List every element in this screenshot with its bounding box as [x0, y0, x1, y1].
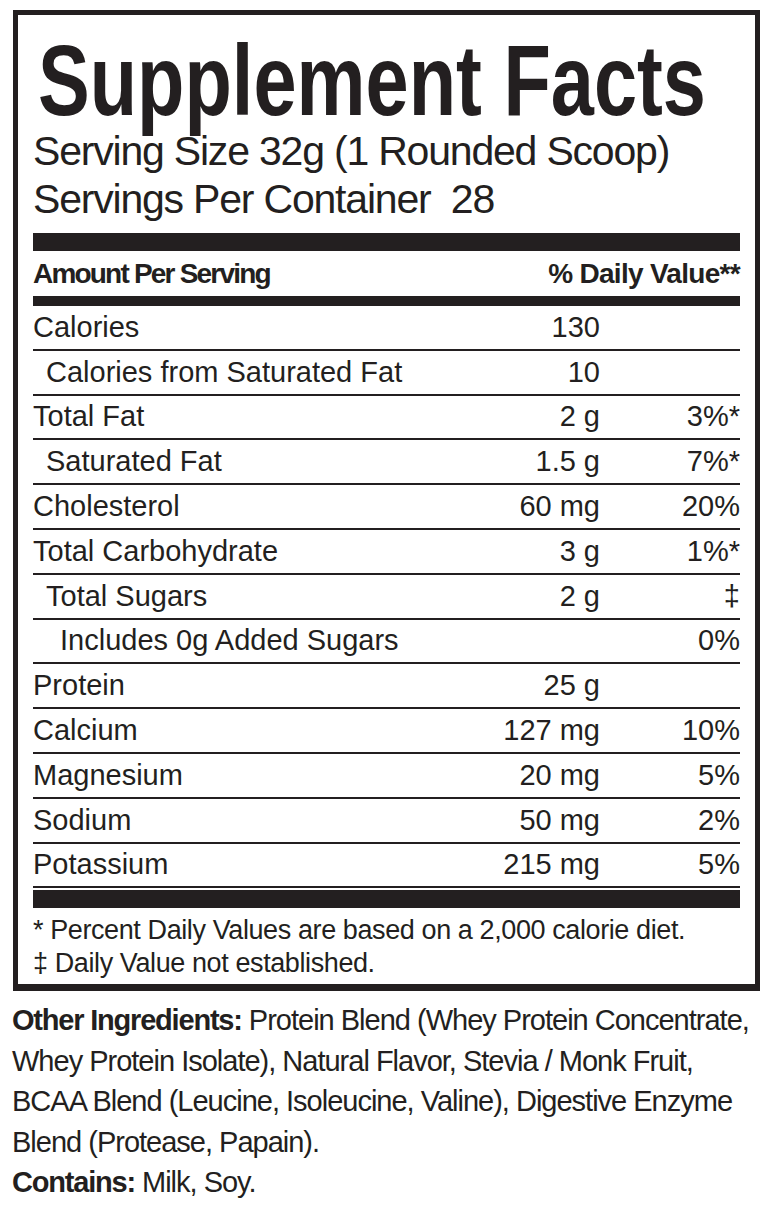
nutrient-label: Calcium	[33, 714, 138, 747]
nutrient-amount: 3 g	[560, 535, 600, 568]
footnote-daily-values: * Percent Daily Values are based on a 2,…	[33, 914, 740, 947]
nutrient-label: Magnesium	[33, 759, 183, 792]
nutrient-daily-value: 0%	[698, 624, 740, 657]
nutrient-amount: 25 g	[544, 669, 600, 702]
nutrient-daily-value: 2%	[698, 804, 740, 837]
footnote-not-established: ‡ Daily Value not established.	[33, 947, 740, 980]
row-potassium: Potassium 215 mg 5%	[33, 844, 740, 889]
panel-title-graphic: Supplement Facts	[38, 42, 710, 117]
nutrient-table: Calories 130 Calories from Saturated Fat…	[33, 306, 740, 888]
divider-bar-thick-top	[33, 233, 740, 251]
nutrient-daily-value: 1%*	[687, 535, 740, 568]
contains-label: Contains:	[12, 1166, 135, 1198]
row-calcium: Calcium 127 mg 10%	[33, 709, 740, 754]
row-total-sugars: Total Sugars 2 g ‡	[33, 575, 740, 620]
row-protein: Protein 25 g	[33, 664, 740, 709]
serving-size: Serving Size 32g (1 Rounded Scoop)	[33, 127, 740, 175]
other-ingredients-line: Other Ingredients: Protein Blend (Whey P…	[12, 1000, 776, 1041]
row-total-fat: Total Fat 2 g 3%*	[33, 396, 740, 441]
nutrient-label: Calories	[33, 311, 139, 344]
amount-per-serving-header: Amount Per Serving	[33, 258, 270, 290]
divider-bar-thick-bottom	[33, 890, 740, 908]
nutrient-label: Total Fat	[33, 400, 144, 433]
nutrient-daily-value: 10%	[682, 714, 740, 747]
nutrient-amount: 50 mg	[519, 804, 600, 837]
nutrient-label: Total Sugars	[33, 580, 207, 613]
nutrient-amount: 60 mg	[519, 490, 600, 523]
nutrient-daily-value: 20%	[682, 490, 740, 523]
daily-value-header: % Daily Value**	[548, 258, 740, 290]
nutrient-label: Sodium	[33, 804, 131, 837]
row-calories-from-saturated-fat: Calories from Saturated Fat 10	[33, 351, 740, 396]
footnotes: * Percent Daily Values are based on a 2,…	[33, 914, 740, 980]
panel-title: Supplement Facts	[38, 24, 706, 136]
other-ingredients-line: Blend (Protease, Papain).	[12, 1122, 776, 1163]
nutrient-label: Includes 0g Added Sugars	[33, 624, 399, 657]
row-magnesium: Magnesium 20 mg 5%	[33, 754, 740, 799]
table-header-row: Amount Per Serving % Daily Value**	[33, 251, 740, 296]
nutrient-amount: 215 mg	[503, 848, 600, 881]
row-saturated-fat: Saturated Fat 1.5 g 7%*	[33, 440, 740, 485]
nutrient-daily-value: 5%	[698, 848, 740, 881]
nutrient-daily-value: 3%*	[687, 400, 740, 433]
contains-line: Contains: Milk, Soy.	[12, 1162, 776, 1203]
other-ingredients-line: Whey Protein Isolate), Natural Flavor, S…	[12, 1041, 776, 1082]
divider-bar-medium	[33, 296, 740, 306]
other-ingredients-label: Other Ingredients:	[12, 1004, 242, 1036]
nutrient-amount: 1.5 g	[536, 445, 601, 478]
nutrient-daily-value: ‡	[724, 580, 740, 613]
other-ingredients-text: Protein Blend (Whey Protein Concentrate,	[249, 1004, 749, 1036]
nutrient-amount: 2 g	[560, 580, 600, 613]
other-ingredients-line: BCAA Blend (Leucine, Isoleucine, Valine)…	[12, 1081, 776, 1122]
nutrient-amount: 2 g	[560, 400, 600, 433]
row-added-sugars: Includes 0g Added Sugars 0%	[33, 620, 740, 665]
nutrient-amount: 127 mg	[503, 714, 600, 747]
nutrient-amount: 10	[568, 356, 600, 389]
nutrient-amount: 130	[552, 311, 600, 344]
nutrient-label: Potassium	[33, 848, 168, 881]
nutrient-daily-value: 5%	[698, 759, 740, 792]
row-total-carbohydrate: Total Carbohydrate 3 g 1%*	[33, 530, 740, 575]
nutrient-label: Calories from Saturated Fat	[33, 356, 402, 389]
nutrient-daily-value: 7%*	[687, 445, 740, 478]
nutrient-label: Total Carbohydrate	[33, 535, 278, 568]
row-calories: Calories 130	[33, 306, 740, 351]
supplement-facts-panel: Supplement Facts Serving Size 32g (1 Rou…	[13, 10, 760, 991]
nutrient-label: Cholesterol	[33, 490, 180, 523]
other-ingredients-section: Other Ingredients: Protein Blend (Whey P…	[12, 1000, 776, 1203]
contains-text: Milk, Soy.	[142, 1166, 256, 1198]
row-cholesterol: Cholesterol 60 mg 20%	[33, 485, 740, 530]
nutrient-label: Protein	[33, 669, 125, 702]
nutrient-label: Saturated Fat	[33, 445, 222, 478]
nutrient-amount: 20 mg	[519, 759, 600, 792]
servings-per-container: Servings Per Container 28	[33, 175, 740, 223]
row-sodium: Sodium 50 mg 2%	[33, 799, 740, 844]
